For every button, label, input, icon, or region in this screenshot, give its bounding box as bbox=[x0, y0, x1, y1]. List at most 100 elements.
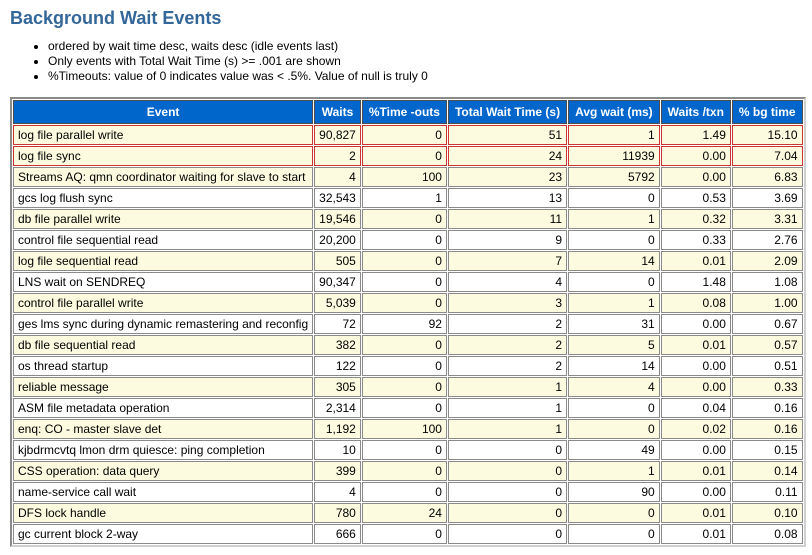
cell-avg-wait: 0 bbox=[568, 503, 660, 523]
cell-timeouts: 0 bbox=[362, 272, 447, 292]
cell-timeouts: 100 bbox=[362, 419, 447, 439]
cell-bg-time: 0.14 bbox=[732, 461, 803, 481]
cell-timeouts: 0 bbox=[362, 125, 447, 145]
cell-total-wait: 23 bbox=[448, 167, 567, 187]
cell-total-wait: 0 bbox=[448, 524, 567, 544]
cell-waits: 382 bbox=[314, 335, 361, 355]
cell-bg-time: 0.08 bbox=[732, 524, 803, 544]
cell-event: log file sequential read bbox=[13, 251, 313, 271]
cell-avg-wait: 0 bbox=[568, 188, 660, 208]
cell-bg-time: 0.15 bbox=[732, 440, 803, 460]
cell-timeouts: 0 bbox=[362, 482, 447, 502]
cell-event: gcs log flush sync bbox=[13, 188, 313, 208]
table-row: db file sequential read3820250.010.57 bbox=[13, 335, 803, 355]
table-row: gcs log flush sync32,54311300.533.69 bbox=[13, 188, 803, 208]
cell-event: CSS operation: data query bbox=[13, 461, 313, 481]
cell-event: ges lms sync during dynamic remastering … bbox=[13, 314, 313, 334]
cell-timeouts: 92 bbox=[362, 314, 447, 334]
cell-bg-time: 3.69 bbox=[732, 188, 803, 208]
table-row: ges lms sync during dynamic remastering … bbox=[13, 314, 803, 334]
cell-waits: 505 bbox=[314, 251, 361, 271]
cell-total-wait: 51 bbox=[448, 125, 567, 145]
cell-waits: 2 bbox=[314, 146, 361, 166]
cell-event: Streams AQ: qmn coordinator waiting for … bbox=[13, 167, 313, 187]
cell-bg-time: 15.10 bbox=[732, 125, 803, 145]
cell-waits: 10 bbox=[314, 440, 361, 460]
cell-event: gc current block 2-way bbox=[13, 524, 313, 544]
cell-avg-wait: 0 bbox=[568, 398, 660, 418]
table-row: control file sequential read20,2000900.3… bbox=[13, 230, 803, 250]
cell-avg-wait: 31 bbox=[568, 314, 660, 334]
cell-waits-txn: 0.00 bbox=[661, 377, 731, 397]
cell-timeouts: 0 bbox=[362, 251, 447, 271]
cell-event: kjbdrmcvtq lmon drm quiesce: ping comple… bbox=[13, 440, 313, 460]
cell-bg-time: 0.33 bbox=[732, 377, 803, 397]
cell-bg-time: 3.31 bbox=[732, 209, 803, 229]
cell-waits-txn: 0.04 bbox=[661, 398, 731, 418]
cell-timeouts: 0 bbox=[362, 146, 447, 166]
table-row: gc current block 2-way6660000.010.08 bbox=[13, 524, 803, 544]
note-item: ordered by wait time desc, waits desc (i… bbox=[48, 39, 802, 53]
cell-total-wait: 0 bbox=[448, 440, 567, 460]
cell-event: reliable message bbox=[13, 377, 313, 397]
table-row: enq: CO - master slave det1,192100100.02… bbox=[13, 419, 803, 439]
cell-timeouts: 0 bbox=[362, 461, 447, 481]
cell-event: enq: CO - master slave det bbox=[13, 419, 313, 439]
cell-waits-txn: 0.01 bbox=[661, 461, 731, 481]
note-item: Only events with Total Wait Time (s) >= … bbox=[48, 54, 802, 68]
cell-bg-time: 0.67 bbox=[732, 314, 803, 334]
cell-avg-wait: 49 bbox=[568, 440, 660, 460]
cell-bg-time: 1.00 bbox=[732, 293, 803, 313]
cell-waits-txn: 0.01 bbox=[661, 335, 731, 355]
cell-timeouts: 1 bbox=[362, 188, 447, 208]
cell-total-wait: 2 bbox=[448, 314, 567, 334]
cell-waits: 4 bbox=[314, 167, 361, 187]
table-row: db file parallel write19,54601110.323.31 bbox=[13, 209, 803, 229]
cell-waits-txn: 0.00 bbox=[661, 356, 731, 376]
cell-total-wait: 3 bbox=[448, 293, 567, 313]
cell-waits-txn: 0.00 bbox=[661, 482, 731, 502]
cell-bg-time: 1.08 bbox=[732, 272, 803, 292]
cell-timeouts: 0 bbox=[362, 398, 447, 418]
cell-waits: 305 bbox=[314, 377, 361, 397]
cell-total-wait: 1 bbox=[448, 377, 567, 397]
cell-timeouts: 0 bbox=[362, 524, 447, 544]
col-event: Event bbox=[13, 100, 313, 124]
table-row: LNS wait on SENDREQ90,3470401.481.08 bbox=[13, 272, 803, 292]
cell-event: DFS lock handle bbox=[13, 503, 313, 523]
cell-waits-txn: 0.00 bbox=[661, 314, 731, 334]
cell-waits: 90,347 bbox=[314, 272, 361, 292]
table-row: reliable message3050140.000.33 bbox=[13, 377, 803, 397]
cell-waits-txn: 0.01 bbox=[661, 503, 731, 523]
cell-waits-txn: 1.48 bbox=[661, 272, 731, 292]
cell-bg-time: 0.51 bbox=[732, 356, 803, 376]
cell-event: name-service call wait bbox=[13, 482, 313, 502]
table-row: control file parallel write5,0390310.081… bbox=[13, 293, 803, 313]
cell-waits: 2,314 bbox=[314, 398, 361, 418]
cell-avg-wait: 14 bbox=[568, 356, 660, 376]
table-row: name-service call wait400900.000.11 bbox=[13, 482, 803, 502]
cell-bg-time: 6.83 bbox=[732, 167, 803, 187]
col-wtxn: Waits /txn bbox=[661, 100, 731, 124]
cell-event: os thread startup bbox=[13, 356, 313, 376]
cell-waits: 122 bbox=[314, 356, 361, 376]
cell-waits: 72 bbox=[314, 314, 361, 334]
cell-waits: 399 bbox=[314, 461, 361, 481]
cell-timeouts: 0 bbox=[362, 230, 447, 250]
cell-timeouts: 0 bbox=[362, 335, 447, 355]
cell-timeouts: 0 bbox=[362, 209, 447, 229]
cell-waits: 90,827 bbox=[314, 125, 361, 145]
cell-waits: 19,546 bbox=[314, 209, 361, 229]
cell-event: log file sync bbox=[13, 146, 313, 166]
note-item: %Timeouts: value of 0 indicates value wa… bbox=[48, 69, 802, 83]
cell-event: ASM file metadata operation bbox=[13, 398, 313, 418]
table-row: Streams AQ: qmn coordinator waiting for … bbox=[13, 167, 803, 187]
cell-timeouts: 0 bbox=[362, 293, 447, 313]
cell-total-wait: 9 bbox=[448, 230, 567, 250]
cell-avg-wait: 0 bbox=[568, 230, 660, 250]
cell-bg-time: 0.16 bbox=[732, 398, 803, 418]
cell-total-wait: 0 bbox=[448, 482, 567, 502]
cell-avg-wait: 90 bbox=[568, 482, 660, 502]
cell-event: LNS wait on SENDREQ bbox=[13, 272, 313, 292]
table-row: CSS operation: data query3990010.010.14 bbox=[13, 461, 803, 481]
